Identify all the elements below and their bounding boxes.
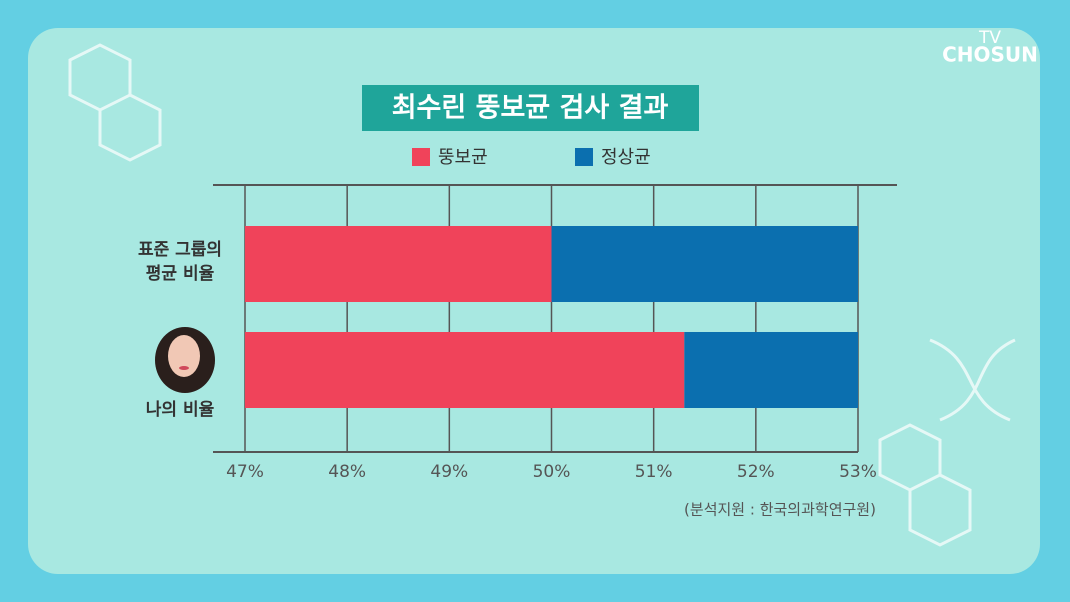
x-tick-label: 50% [533, 462, 571, 482]
x-tick-label: 47% [226, 462, 264, 482]
face-icon [155, 327, 215, 393]
decoration [68, 43, 1016, 547]
bar [551, 226, 858, 302]
x-tick-label: 52% [737, 462, 775, 482]
bar [245, 332, 685, 408]
x-tick-label: 51% [635, 462, 673, 482]
source: (분석지원 : 한국의과학연구원) [684, 501, 876, 519]
chart-title: 최수린 뚱보균 검사 결과 [392, 93, 669, 124]
bars [245, 226, 858, 408]
bar [245, 226, 552, 302]
watermark: CHOSUN [942, 43, 1038, 67]
legend-label: 정상균 [601, 147, 651, 168]
title-box [362, 85, 699, 131]
y-tick-label: 나의 비율 [145, 400, 215, 420]
x-tick-label: 49% [430, 462, 468, 482]
watermark: TV [978, 28, 1001, 48]
legend-swatch [412, 148, 430, 166]
x-tick-label: 53% [839, 462, 877, 482]
bar [684, 332, 858, 408]
legend-label: 뚱보균 [438, 147, 488, 168]
y-tick-label: 표준 그룹의 평균 비율 [137, 240, 223, 284]
legend-swatch [575, 148, 593, 166]
x-tick-label: 48% [328, 462, 366, 482]
